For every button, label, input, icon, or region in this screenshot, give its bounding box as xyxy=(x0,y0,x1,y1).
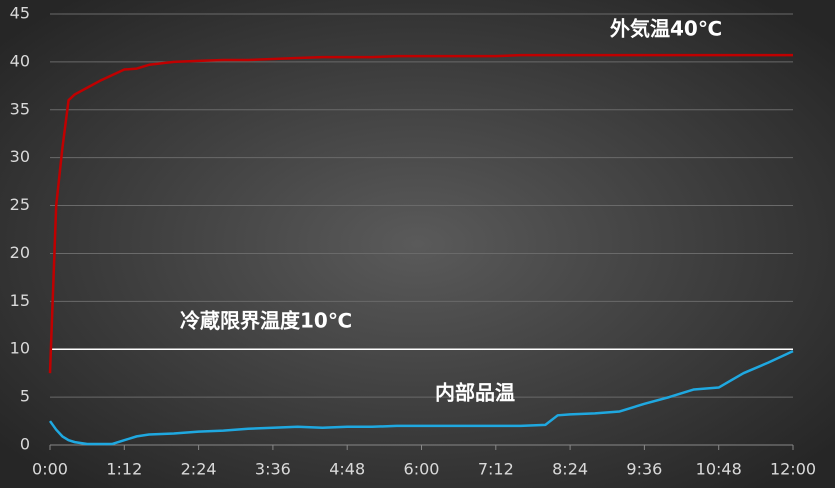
series-line xyxy=(48,350,794,446)
series-label: 内部品温 xyxy=(435,381,515,405)
series-line xyxy=(48,53,793,374)
y-tick-label: 35 xyxy=(10,99,30,118)
x-tick-label: 12:00 xyxy=(770,460,816,479)
y-tick-label: 15 xyxy=(10,291,30,310)
x-tick-label: 6:00 xyxy=(404,460,440,479)
y-tick-label: 30 xyxy=(10,147,30,166)
y-tick-label: 25 xyxy=(10,195,30,214)
reference-label: 冷蔵限界温度10℃ xyxy=(180,309,352,333)
y-tick-label: 40 xyxy=(10,51,30,70)
x-tick-label: 7:12 xyxy=(478,460,514,479)
y-tick-label: 0 xyxy=(20,435,30,454)
x-tick-label: 8:24 xyxy=(552,460,588,479)
x-tick-label: 4:48 xyxy=(329,460,365,479)
x-tick-label: 0:00 xyxy=(32,460,68,479)
x-tick-label: 10:48 xyxy=(696,460,742,479)
y-tick-label: 10 xyxy=(10,339,30,358)
series-label: 外気温40℃ xyxy=(610,17,722,41)
x-tick-label: 1:12 xyxy=(106,460,142,479)
y-tick-label: 20 xyxy=(10,243,30,262)
x-tick-label: 2:24 xyxy=(181,460,217,479)
y-tick-label: 5 xyxy=(20,387,30,406)
x-tick-label: 3:36 xyxy=(255,460,291,479)
x-tick-label: 9:36 xyxy=(626,460,662,479)
y-tick-label: 45 xyxy=(10,4,30,23)
